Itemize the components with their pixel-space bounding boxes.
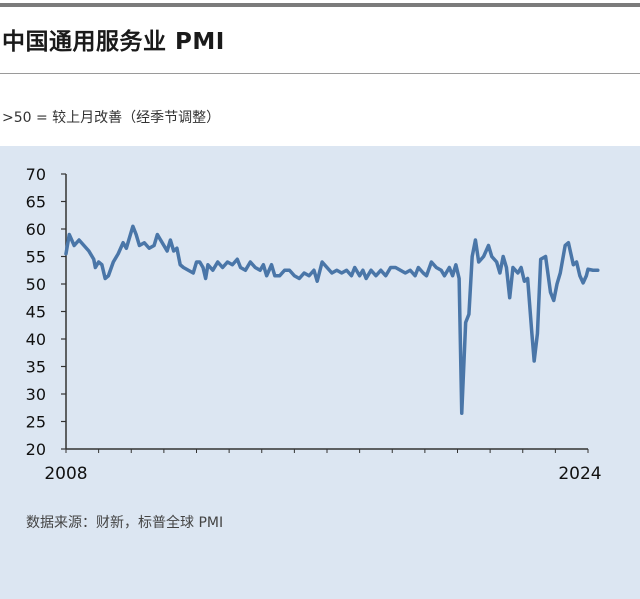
top-rule [0, 3, 640, 7]
x-tick-label: 2024 [558, 464, 601, 484]
y-tick-label: 25 [26, 413, 46, 432]
y-tick-label: 45 [26, 303, 46, 322]
chart-title: 中国通用服务业 PMI [2, 29, 225, 55]
x-tick-label: 2008 [44, 464, 87, 484]
x-axis: 2008 2024 [44, 448, 602, 484]
y-tick-label: 40 [26, 330, 46, 349]
y-tick-label: 50 [26, 275, 46, 294]
series-layer [64, 224, 600, 415]
y-tick-label: 60 [26, 220, 46, 239]
chart-panel [0, 146, 640, 599]
y-tick-label: 70 [26, 165, 46, 184]
title-divider [0, 73, 640, 74]
y-tick-label: 30 [26, 385, 46, 404]
y-tick-label: 65 [26, 193, 46, 212]
y-tick-label: 35 [26, 358, 46, 377]
y-tick-label: 20 [26, 440, 46, 459]
source-note: 数据来源：财新，标普全球 PMI [26, 515, 224, 531]
pmi-series-line [64, 224, 600, 415]
y-axis: 20 25 30 35 40 45 50 55 60 65 70 [26, 165, 67, 459]
y-tick-label: 55 [26, 248, 46, 267]
chart-subtitle: >50 = 较上月改善（经季节调整） [2, 110, 221, 126]
pmi-line-chart: 20 25 30 35 40 45 50 55 60 65 70 2008 2024 [26, 165, 602, 484]
